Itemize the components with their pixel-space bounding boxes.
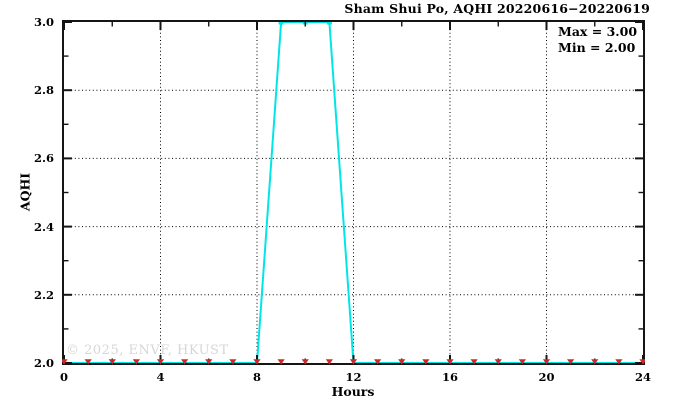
min-series-marker [398,359,406,365]
legend-min-label: Min = 2.00 [558,40,636,55]
y-tick-label: 2.4 [33,219,54,234]
min-series-marker [181,359,189,365]
x-tick-label: 24 [634,370,651,384]
min-series-marker [518,359,526,365]
min-series-marker [374,359,382,365]
min-series-marker [229,359,237,365]
min-series-marker [542,359,551,365]
min-series-marker [567,359,575,365]
x-axis-title: Hours [331,384,375,399]
min-series-marker [253,359,261,365]
min-series-marker [277,359,285,365]
y-tick-label: 2.8 [33,83,54,98]
stats-legend: Max = 3.00 Min = 2.00 [558,24,637,56]
min-series-marker [470,359,478,365]
min-series-marker [301,359,309,365]
min-series-marker [84,359,92,365]
plot-svg [62,20,645,365]
chart-title: Sham Shui Po, AQHI 20220616−20220619 [344,1,650,16]
min-series-marker [349,359,358,365]
min-series-marker [325,359,333,365]
min-series-marker [494,359,502,365]
x-tick-label: 8 [252,370,261,384]
plot-area [62,20,645,365]
y-tick-label: 2.6 [33,151,54,166]
min-series-marker [108,359,116,365]
max-series-marker [278,20,284,25]
y-tick-label: 3.0 [33,15,54,29]
min-series-marker [446,359,454,365]
x-tick-label: 16 [441,370,458,384]
min-series-marker [62,359,68,365]
min-series-marker [422,359,430,365]
x-tick-label: 4 [156,370,165,384]
y-axis-title: AQHI [17,172,33,212]
watermark: © 2025, ENVF, HKUST [66,343,229,358]
x-tick-label: 12 [345,370,362,384]
legend-max-label: Max = 3.00 [558,24,638,39]
x-tick-label: 0 [59,370,68,384]
min-series-marker [639,359,645,365]
min-series-marker [156,359,165,365]
x-tick-label: 20 [538,370,555,384]
y-tick-label: 2.2 [33,287,54,302]
y-tick-label: 2.0 [33,356,54,370]
min-series-marker [132,359,140,365]
min-series-marker [591,359,599,365]
max-series-marker [326,20,332,25]
min-series-marker [615,359,623,365]
min-series-marker [205,359,213,365]
